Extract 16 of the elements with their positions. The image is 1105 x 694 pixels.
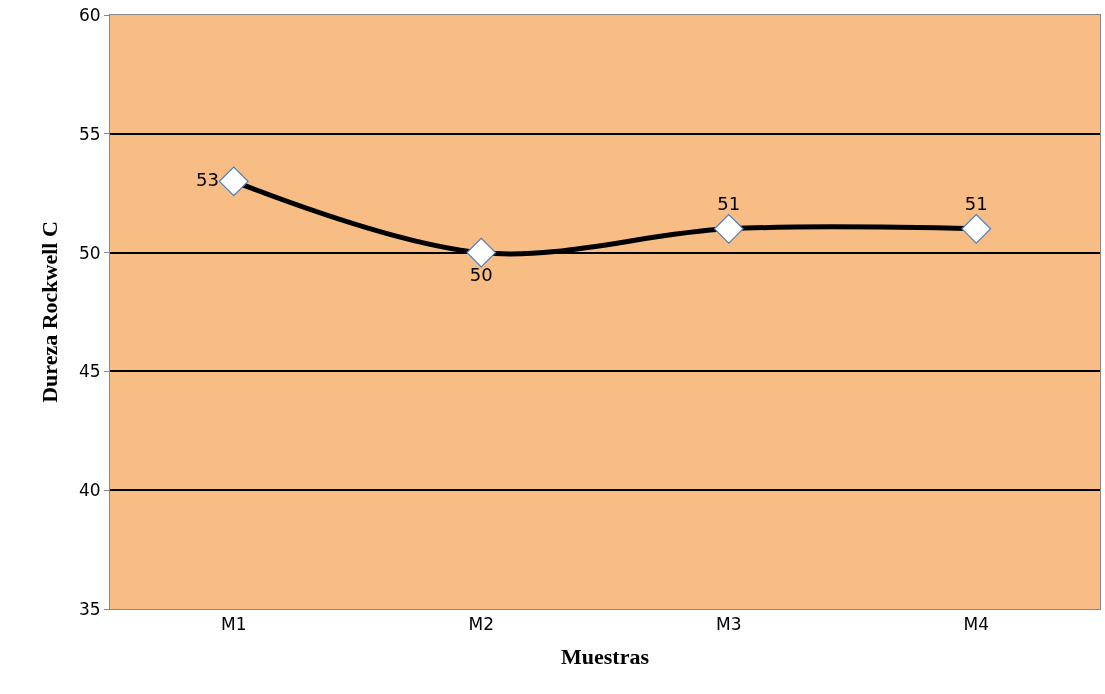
y-tick-label: 35 <box>78 598 101 619</box>
y-tick-label: 60 <box>78 4 101 25</box>
x-tick-label: M1 <box>221 614 247 635</box>
data-label: 53 <box>196 168 219 190</box>
y-tick-label: 55 <box>78 123 101 144</box>
data-label: 51 <box>964 192 988 214</box>
x-axis-title: Muestras <box>561 644 650 670</box>
y-axis-title: Dureza Rockwell C <box>36 221 62 403</box>
data-label: 50 <box>469 263 493 285</box>
x-tick-label: M3 <box>716 614 742 635</box>
y-tick-label: 40 <box>78 480 101 501</box>
x-tick-label: M2 <box>468 614 494 635</box>
data-label: 51 <box>717 192 741 214</box>
x-tick-label: M4 <box>963 614 989 635</box>
y-tick-label: 45 <box>78 361 101 382</box>
y-tick-label: 50 <box>78 242 101 263</box>
